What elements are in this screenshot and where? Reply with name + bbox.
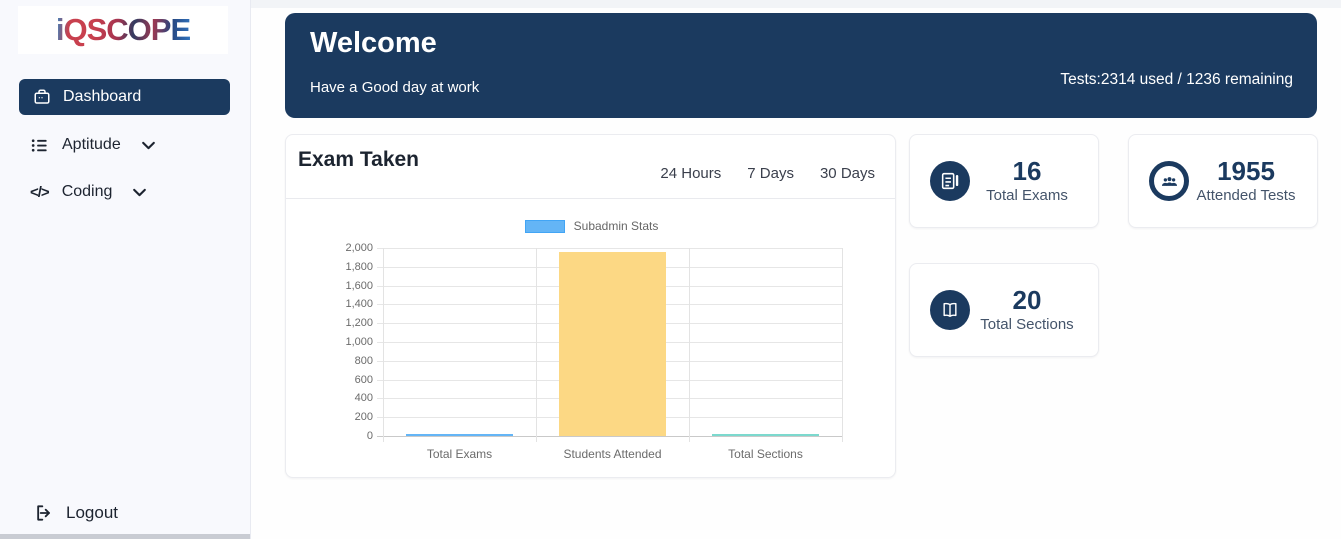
sidebar-item-aptitude[interactable]: Aptitude — [30, 131, 230, 159]
sidebar-scrollbar[interactable] — [0, 534, 250, 539]
logout-button[interactable]: Logout — [34, 499, 118, 527]
sidebar-item-label: Dashboard — [63, 88, 142, 105]
card-divider — [286, 198, 895, 199]
y-axis-tick: 1,600 — [345, 279, 373, 292]
exam-icon — [930, 161, 970, 201]
bar-total-sections — [711, 434, 820, 436]
logout-label: Logout — [66, 503, 118, 522]
time-filters: 24 Hours 7 Days 30 Days — [660, 165, 875, 182]
sidebar: iQSCOPE Dashboard — [0, 0, 251, 539]
stat-card-attended-tests: 1955 Attended Tests — [1128, 134, 1318, 228]
chart-legend[interactable]: Subadmin Stats — [286, 219, 897, 233]
y-axis-tick: 200 — [354, 411, 373, 424]
stat-label: Total Sections — [980, 316, 1074, 333]
logo-text: iQSCOPE — [55, 12, 191, 47]
legend-swatch — [524, 219, 565, 233]
y-axis-tick: 0 — [366, 430, 373, 442]
sidebar-item-dashboard[interactable]: Dashboard — [19, 79, 230, 115]
x-axis-label: Total Exams — [426, 447, 493, 461]
stat-value: 20 — [1012, 285, 1042, 315]
attendees-icon — [1149, 161, 1189, 201]
stat-label: Total Exams — [986, 187, 1068, 204]
y-axis-tick: 1,200 — [345, 317, 373, 330]
bar-chart: Subadmin Stats 0 200 400 600 800 1,000 1,200 1,… — [286, 135, 897, 479]
y-axis-tick: 1,400 — [345, 298, 373, 311]
y-axis-tick: 400 — [354, 392, 373, 405]
logo[interactable]: iQSCOPE — [18, 6, 228, 54]
stat-value: 1955 — [1217, 156, 1275, 186]
y-axis-tick: 1,800 — [345, 260, 373, 273]
top-strip — [0, 0, 1341, 8]
bar-students-attended — [558, 252, 667, 436]
filter-7-days[interactable]: 7 Days — [747, 165, 794, 182]
x-axis-label: Total Sections — [728, 447, 803, 461]
code-icon: </> — [30, 183, 50, 201]
chevron-down-icon — [131, 184, 148, 201]
y-axis-tick: 2,000 — [345, 242, 373, 254]
y-axis-tick: 600 — [354, 373, 373, 386]
y-axis-tick: 1,000 — [345, 336, 373, 348]
welcome-subtitle: Have a Good day at work — [310, 79, 480, 96]
logout-icon — [34, 503, 54, 523]
bar-total-exams — [405, 434, 514, 436]
briefcase-icon — [33, 88, 51, 106]
exam-card-title: Exam Taken — [298, 148, 420, 171]
stat-card-total-exams: 16 Total Exams — [909, 134, 1099, 228]
sidebar-item-label: Aptitude — [62, 136, 121, 153]
sidebar-item-coding[interactable]: </> Coding — [30, 178, 230, 206]
sections-icon — [930, 290, 970, 330]
filter-30-days[interactable]: 30 Days — [819, 165, 875, 182]
x-axis-label: Students Attended — [563, 447, 662, 461]
welcome-title: Welcome — [310, 27, 437, 59]
tests-usage: Tests:2314 used / 1236 remaining — [1060, 71, 1293, 88]
welcome-banner: Welcome Have a Good day at work Tests:23… — [285, 13, 1317, 118]
y-axis-tick: 800 — [354, 354, 373, 367]
chevron-down-icon — [140, 137, 157, 154]
legend-label: Subadmin Stats — [573, 219, 659, 233]
stat-label: Attended Tests — [1196, 187, 1296, 204]
stat-value: 16 — [1012, 156, 1042, 186]
stat-card-total-sections: 20 Total Sections — [909, 263, 1099, 357]
sidebar-item-label: Coding — [61, 183, 113, 200]
filter-24-hours[interactable]: 24 Hours — [660, 165, 722, 182]
list-icon — [30, 136, 49, 155]
exam-taken-card: Exam Taken 24 Hours 7 Days 30 Days Subad… — [285, 134, 896, 478]
